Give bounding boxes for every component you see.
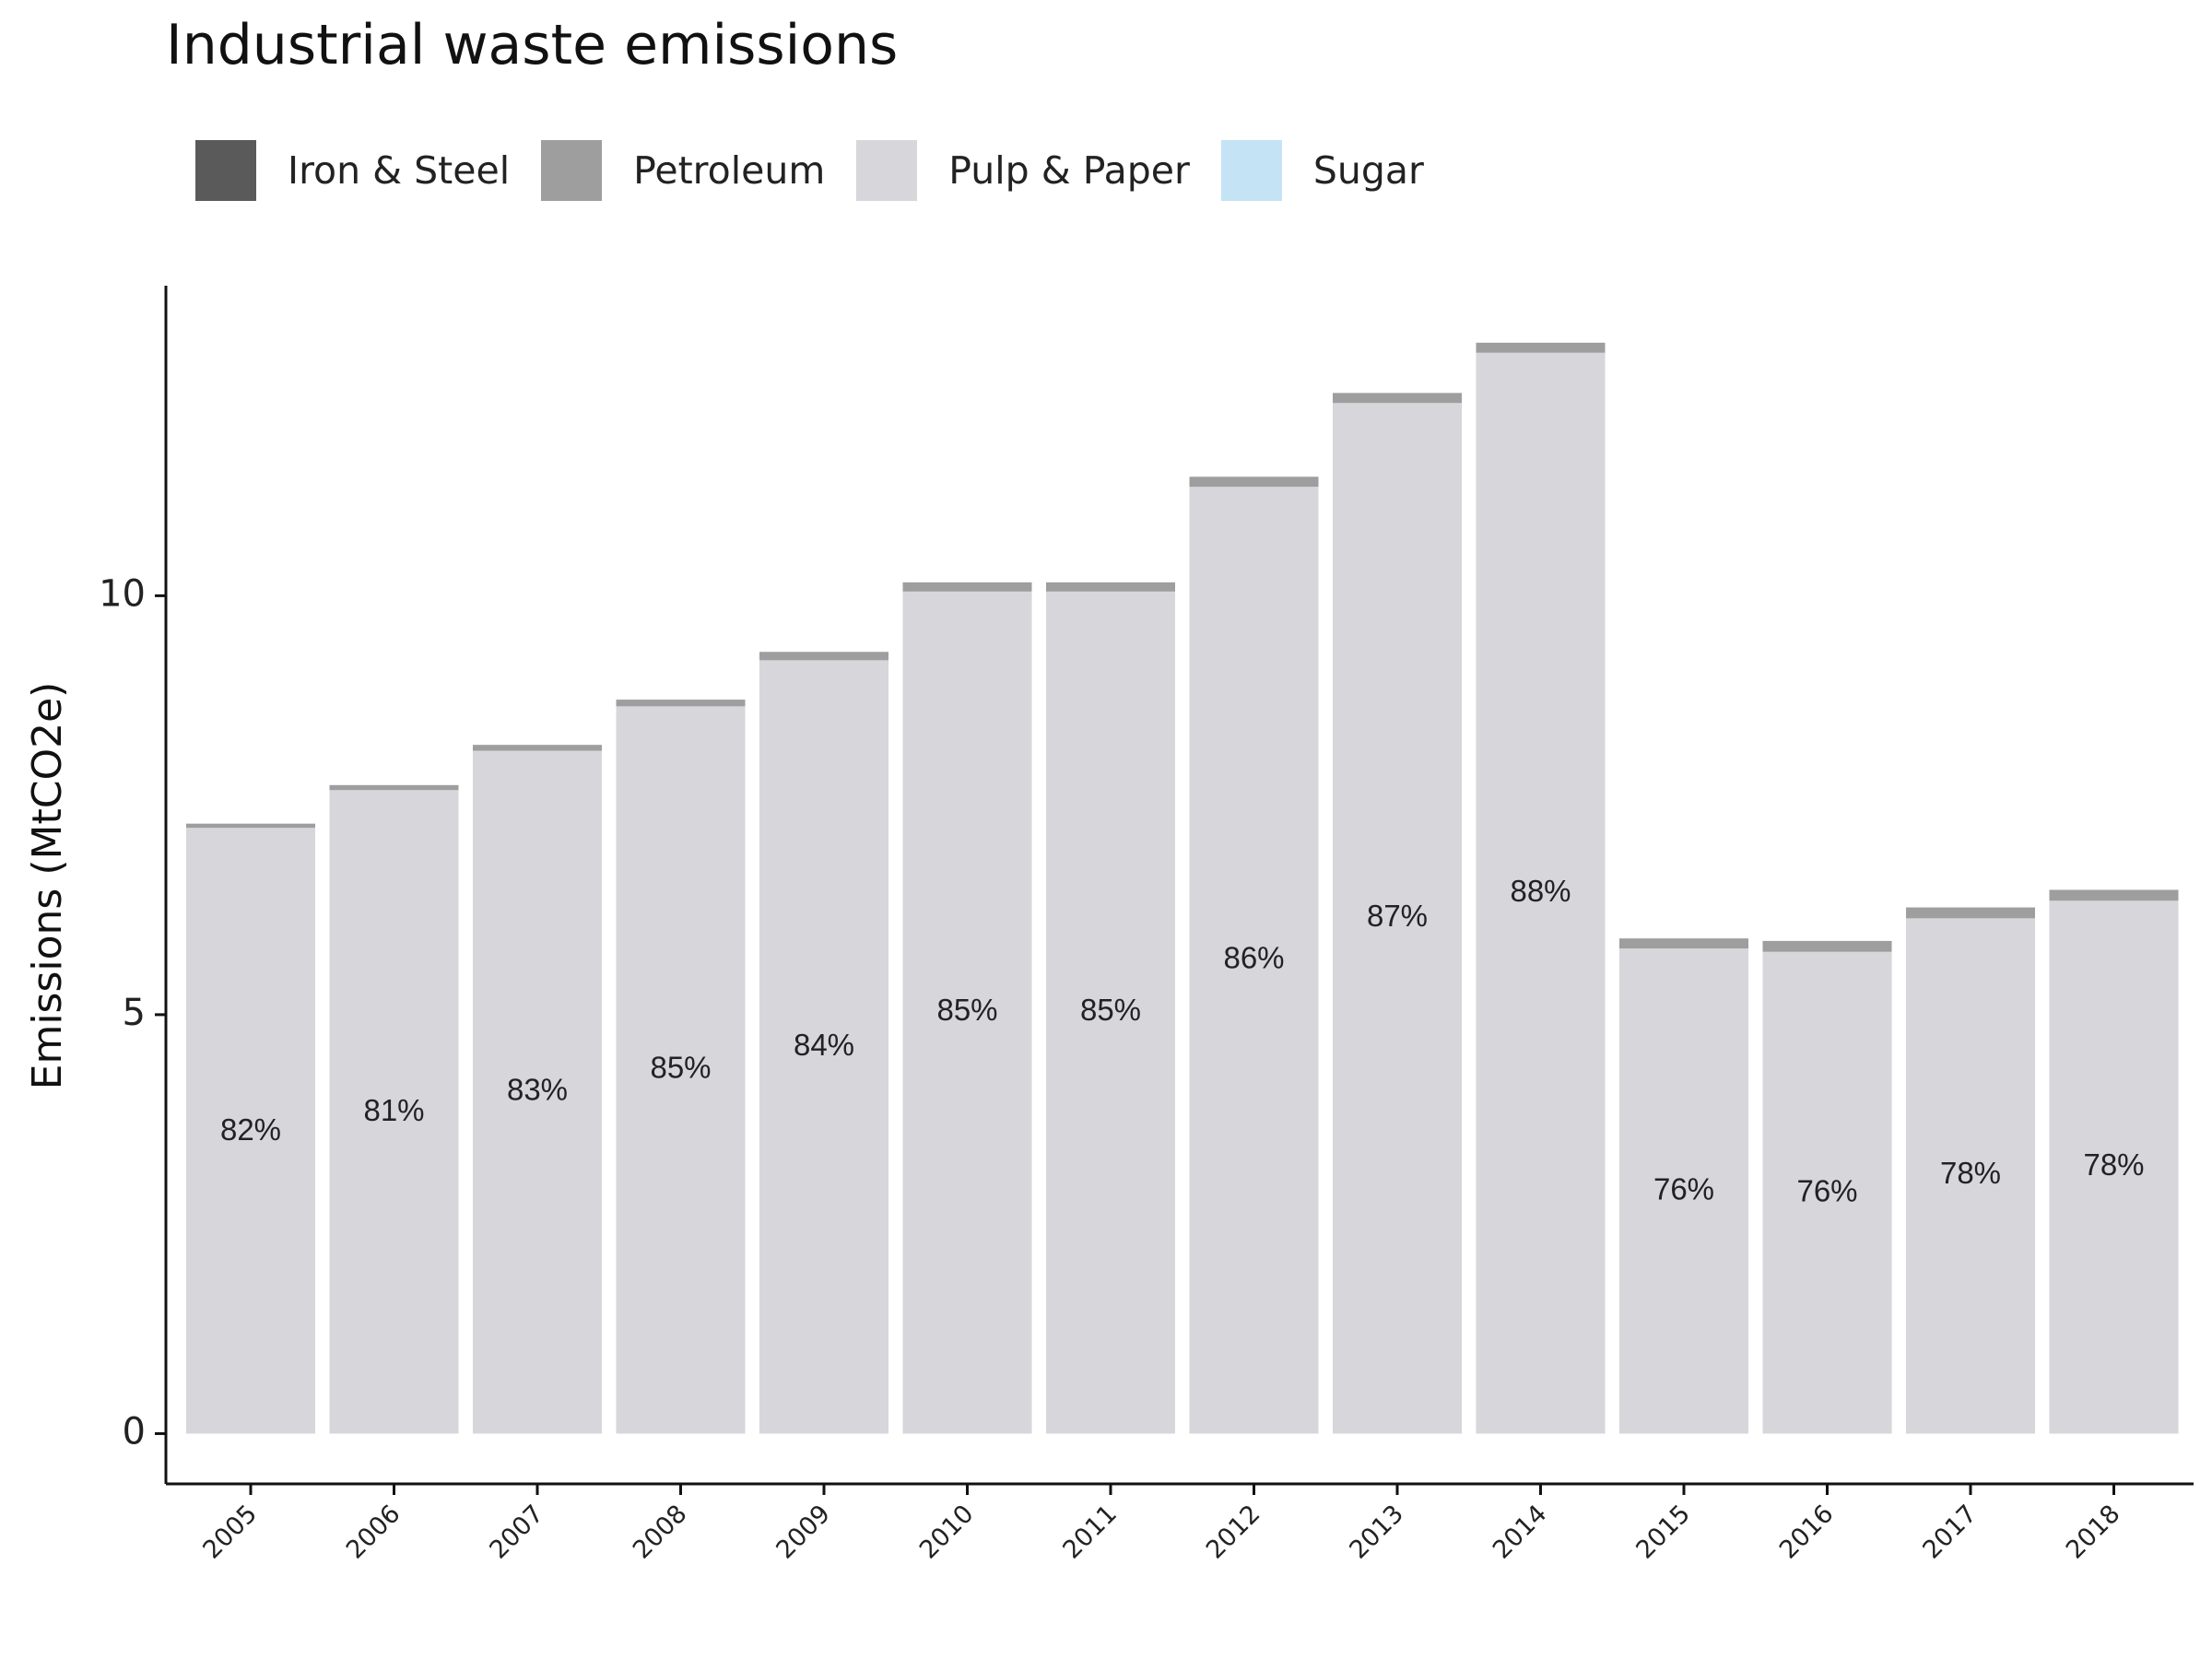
- bar-petroleum-2015: [1619, 938, 1748, 949]
- bar-petroleum-2017: [1906, 907, 2035, 919]
- x-tick-label-2015: 2015: [1630, 1500, 1696, 1565]
- x-tick-label-2006: 2006: [341, 1500, 406, 1565]
- x-tick-label-2014: 2014: [1488, 1500, 1553, 1565]
- bar-pulp-paper-2018: [2049, 900, 2179, 1434]
- bar-petroleum-2014: [1476, 342, 1606, 353]
- pct-label-2015: 76%: [1653, 1171, 1714, 1206]
- bar-pulp-paper-2008: [616, 706, 746, 1434]
- bar-petroleum-2005: [186, 823, 315, 829]
- y-tick-label-0: 0: [123, 1410, 146, 1453]
- x-tick-label-2005: 2005: [197, 1500, 263, 1565]
- pct-label-2008: 85%: [650, 1051, 711, 1085]
- bars-layer: [186, 342, 2179, 1434]
- pct-label-2010: 85%: [936, 993, 997, 1027]
- bar-pulp-paper-2017: [1906, 918, 2035, 1434]
- x-tick-label-2018: 2018: [2061, 1500, 2126, 1565]
- pct-label-2014: 88%: [1510, 874, 1571, 908]
- bar-pulp-paper-2014: [1476, 352, 1606, 1434]
- bar-petroleum-2016: [1762, 940, 1892, 952]
- x-tick-label-2009: 2009: [771, 1500, 836, 1565]
- x-tick-label-2010: 2010: [914, 1500, 980, 1565]
- bar-petroleum-2010: [902, 582, 1032, 592]
- x-tick-label-2012: 2012: [1201, 1500, 1266, 1565]
- x-tick-label-2017: 2017: [1917, 1500, 1983, 1565]
- bar-petroleum-2007: [473, 745, 602, 751]
- bar-petroleum-2013: [1333, 393, 1462, 404]
- bar-pulp-paper-2016: [1762, 951, 1892, 1434]
- bar-pulp-paper-2007: [473, 750, 602, 1434]
- percentage-labels: 82% 81% 83% 85% 84% 85% 85% 86% 87% 88% 76% 76% 78% 7…: [220, 874, 2145, 1207]
- bar-pulp-paper-2011: [1046, 591, 1175, 1434]
- y-tick-label-5: 5: [123, 992, 146, 1034]
- chart-title: Industrial waste emissions: [166, 13, 899, 77]
- y-axis-title: Emissions (MtCO2e): [24, 682, 71, 1090]
- pct-label-2006: 81%: [363, 1093, 424, 1127]
- legend-swatch-iron-steel: [195, 140, 256, 201]
- bar-pulp-paper-2015: [1619, 948, 1748, 1434]
- bar-pulp-paper-2013: [1333, 403, 1462, 1434]
- bar-petroleum-2008: [616, 700, 746, 707]
- bar-petroleum-2009: [759, 652, 888, 661]
- bar-petroleum-2012: [1189, 477, 1319, 488]
- legend-item-iron-steel: Iron & Steel: [195, 140, 510, 201]
- bar-pulp-paper-2006: [329, 790, 459, 1434]
- x-tick-label-2013: 2013: [1344, 1500, 1409, 1565]
- legend-item-pulp-paper: Pulp & Paper: [856, 140, 1190, 201]
- bar-pulp-paper-2005: [186, 828, 315, 1434]
- bar-petroleum-2011: [1046, 582, 1175, 592]
- legend-label-petroleum: Petroleum: [633, 148, 826, 193]
- x-tick-label-2016: 2016: [1774, 1500, 1840, 1565]
- legend-label-sugar: Sugar: [1312, 148, 1424, 193]
- pct-label-2018: 78%: [2083, 1147, 2144, 1182]
- pct-label-2005: 82%: [220, 1112, 281, 1147]
- pct-label-2012: 86%: [1223, 941, 1284, 975]
- x-tick-label-2011: 2011: [1057, 1500, 1123, 1565]
- bar-petroleum-2006: [329, 784, 459, 791]
- legend-swatch-pulp-paper: [856, 140, 918, 201]
- x-tick-label-2008: 2008: [628, 1500, 693, 1565]
- pct-label-2007: 83%: [507, 1072, 568, 1106]
- pct-label-2016: 76%: [1796, 1173, 1857, 1207]
- bar-pulp-paper-2009: [759, 660, 888, 1434]
- bar-petroleum-2018: [2049, 889, 2179, 901]
- legend-item-petroleum: Petroleum: [541, 140, 825, 201]
- y-tick-label-10: 10: [99, 572, 146, 615]
- legend-item-sugar: Sugar: [1220, 140, 1424, 201]
- legend-label-pulp-paper: Pulp & Paper: [948, 148, 1190, 193]
- x-tick-label-2007: 2007: [484, 1500, 549, 1565]
- legend-swatch-sugar: [1220, 140, 1282, 201]
- legend-label-iron-steel: Iron & Steel: [288, 148, 511, 193]
- pct-label-2009: 84%: [794, 1028, 854, 1062]
- legend: Iron & Steel Petroleum Pulp & Paper Sugar: [195, 140, 1455, 201]
- pct-label-2017: 78%: [1940, 1156, 2001, 1190]
- pct-label-2013: 87%: [1367, 899, 1428, 933]
- pct-label-2011: 85%: [1080, 993, 1141, 1027]
- bar-pulp-paper-2012: [1189, 487, 1319, 1434]
- legend-swatch-petroleum: [541, 140, 603, 201]
- bar-pulp-paper-2010: [902, 591, 1032, 1434]
